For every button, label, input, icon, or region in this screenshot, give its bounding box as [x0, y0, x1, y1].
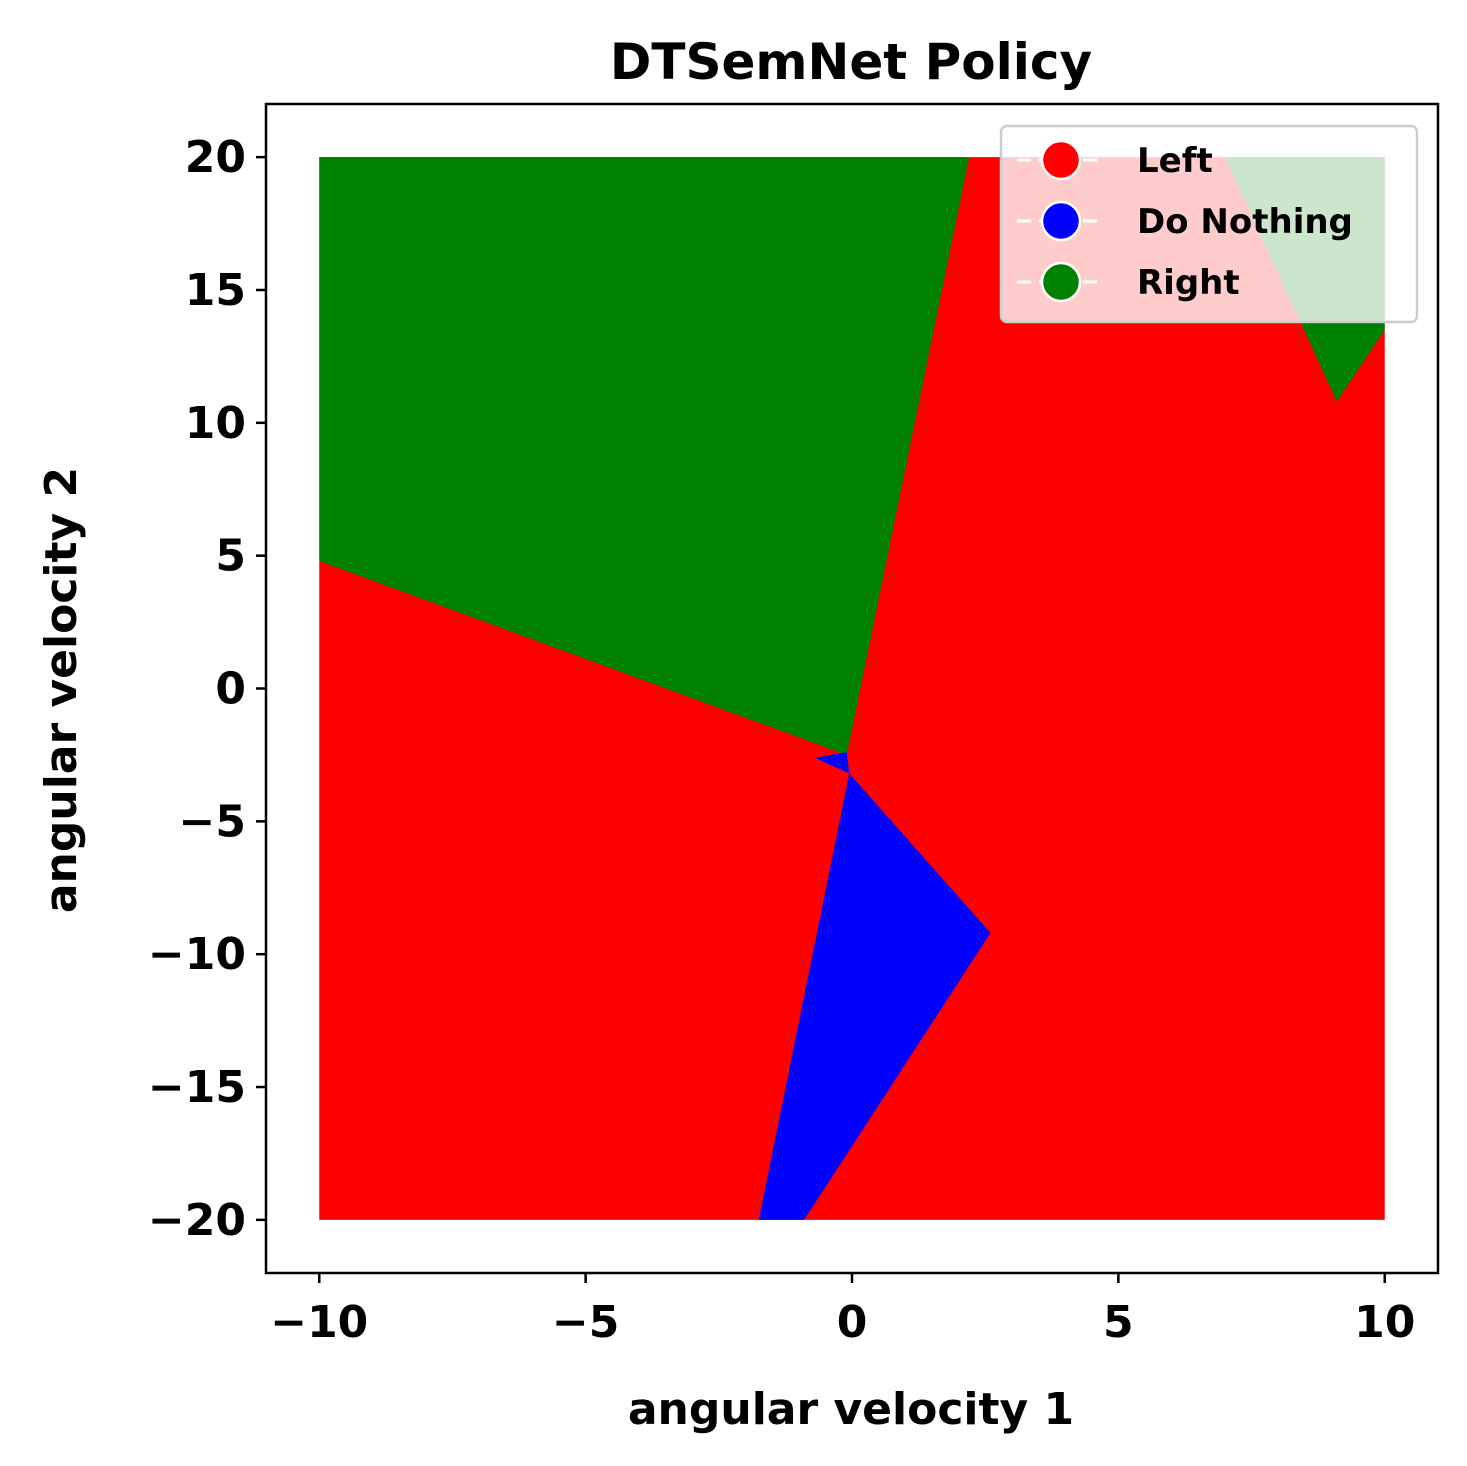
legend-label: Left: [1137, 141, 1213, 181]
region-do-nothing-3: [758, 773, 991, 1220]
y-tick-label: −15: [148, 1062, 246, 1113]
y-tick-label: −20: [148, 1195, 246, 1246]
region-do-nothing-2: [814, 752, 850, 774]
chart-title: DTSemNet Policy: [610, 33, 1092, 91]
y-tick-label: 20: [185, 132, 246, 183]
y-axis-label: angular velocity 2: [36, 467, 87, 913]
y-tick-label: −5: [179, 796, 246, 847]
y-tick-label: 10: [185, 398, 246, 449]
y-axis: −20 −15 −10 −5 0 5 10 15 20: [148, 132, 266, 1246]
x-tick-label: 10: [1354, 1297, 1415, 1348]
x-tick-label: 5: [1103, 1297, 1134, 1348]
x-axis-label: angular velocity 1: [628, 1384, 1074, 1435]
region-right-0: [319, 157, 970, 755]
legend-marker: [1040, 200, 1082, 242]
legend-marker: [1040, 261, 1082, 303]
legend-marker: [1040, 139, 1082, 181]
legend-label: Right: [1137, 263, 1240, 303]
x-tick-label: −5: [552, 1297, 619, 1348]
y-tick-label: 0: [215, 664, 246, 715]
x-tick-label: 0: [837, 1297, 868, 1348]
legend: Left Do Nothing Right: [999, 124, 1419, 324]
legend-label: Do Nothing: [1137, 202, 1353, 242]
x-tick-label: −10: [270, 1297, 368, 1348]
legend-box: [999, 124, 1419, 324]
y-tick-label: 15: [185, 265, 246, 316]
x-axis: −10 −5 0 5 10: [270, 1273, 1415, 1348]
y-tick-label: −10: [148, 929, 246, 980]
y-tick-label: 5: [215, 531, 246, 582]
